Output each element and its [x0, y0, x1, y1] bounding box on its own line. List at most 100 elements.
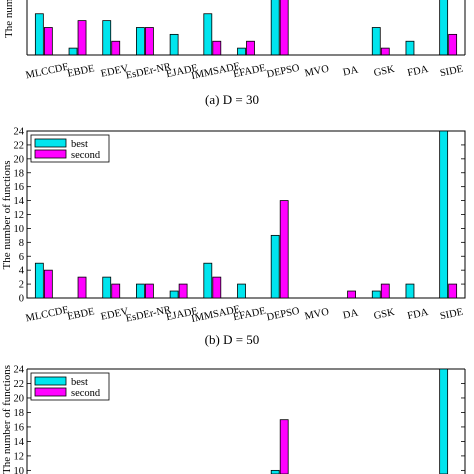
y-tick-label: 12 — [14, 210, 25, 221]
y-tick-label: 16 — [14, 422, 25, 433]
bar-best-depso — [270, 469, 280, 474]
panel-b-legend-second-swatch — [34, 149, 67, 159]
y-tick-label: 0 — [19, 294, 24, 305]
y-tick-label: 10 — [14, 466, 25, 474]
category-label-mlccde: MLCCDE — [25, 62, 70, 82]
panel-c-y-axis-label: The number of functions — [1, 365, 13, 474]
bar-best-side — [439, 130, 449, 299]
panel-c-partial: 10 12 14 16 18 20 22 24 best second The number … — [1, 365, 466, 474]
y-tick-label: 14 — [14, 196, 25, 207]
category-label-fda: FDA — [407, 307, 430, 322]
bar-second-efade — [246, 40, 255, 56]
bar-best-esder-nr — [136, 283, 145, 299]
category-label-depso: DEPSO — [266, 306, 301, 324]
bar-best-ejade — [169, 290, 179, 299]
y-tick-label: 24 — [14, 365, 25, 376]
bar-best-fda — [405, 283, 415, 299]
panel-b-caption: (b) D = 50 — [205, 332, 260, 347]
panel-c-y-ticks: 10 12 14 16 18 20 22 24 — [14, 365, 465, 474]
category-label-da: DA — [342, 308, 360, 322]
category-label-side: SIDE — [439, 64, 464, 80]
y-tick-label: 10 — [14, 224, 25, 235]
bar-best-gsk — [371, 290, 381, 299]
bar-second-ebde — [77, 20, 87, 56]
y-tick-label: 22 — [14, 140, 25, 151]
category-label-depso: DEPSO — [266, 63, 301, 81]
bar-best-immsade — [203, 13, 213, 56]
panel-b-y-axis-label: The number of functions — [1, 160, 13, 269]
bar-best-side — [439, 368, 449, 474]
bar-best-mlccde — [34, 262, 44, 299]
bar-second-immsade — [212, 40, 222, 56]
bar-second-depso — [279, 0, 289, 56]
panel-b-bars — [34, 130, 458, 299]
category-label-da: DA — [342, 65, 360, 79]
bar-second-ejade — [178, 283, 188, 299]
bar-best-depso — [270, 0, 280, 56]
bar-best-ebde — [68, 47, 78, 56]
panel-a-caption: (a) D = 30 — [205, 92, 259, 107]
y-tick-label: 18 — [14, 408, 25, 419]
bar-second-mlccde — [43, 269, 53, 299]
y-tick-label: 6 — [19, 252, 24, 263]
panel-c-legend-best-swatch — [34, 376, 67, 386]
bar-best-mlccde — [34, 13, 44, 56]
bar-best-esder-nr — [136, 27, 145, 56]
bar-best-edev — [102, 276, 112, 299]
category-label-mvo: MVO — [304, 307, 331, 323]
category-label-gsk: GSK — [373, 307, 396, 322]
bar-best-immsade — [203, 262, 213, 299]
panel-c-bars — [270, 368, 449, 474]
y-tick-label: 2 — [19, 280, 24, 291]
category-label-ebde: EBDE — [66, 306, 95, 322]
bar-second-gsk — [380, 47, 390, 56]
bar-second-edev — [111, 40, 121, 56]
bar-best-efade — [237, 47, 246, 56]
bar-best-efade — [237, 283, 246, 299]
panel-b-legend-best-label: best — [71, 139, 88, 150]
bar-second-da — [347, 290, 356, 299]
bar-second-esder-nr — [145, 27, 154, 56]
panel-b-legend: best second — [30, 134, 110, 163]
category-label-gsk: GSK — [373, 64, 396, 79]
bar-best-fda — [405, 40, 415, 56]
bar-best-gsk — [371, 27, 381, 56]
bar-second-ebde — [77, 276, 87, 299]
bar-best-depso — [270, 234, 280, 299]
bar-second-side — [448, 283, 458, 299]
panel-a-y-axis-label: The numbe — [3, 0, 15, 38]
category-label-mlccde: MLCCDE — [25, 305, 70, 325]
bar-second-side — [448, 33, 458, 56]
panel-c-legend-second-label: second — [71, 388, 101, 399]
bar-best-side — [439, 0, 449, 56]
bar-second-depso — [279, 419, 289, 474]
category-label-fda: FDA — [407, 64, 430, 79]
panel-c-legend-second-swatch — [34, 387, 67, 397]
bar-second-depso — [279, 200, 289, 299]
panel-c-legend: best second — [30, 372, 110, 401]
bar-best-edev — [102, 20, 112, 56]
y-tick-label: 22 — [14, 379, 25, 390]
y-tick-label: 12 — [14, 451, 25, 462]
bar-second-mlccde — [43, 27, 53, 56]
bar-second-edev — [111, 283, 121, 299]
y-tick-label: 16 — [14, 182, 25, 193]
bar-second-esder-nr — [145, 283, 154, 299]
y-tick-label: 24 — [14, 127, 25, 138]
y-tick-label: 14 — [14, 437, 25, 448]
panel-a-bars — [34, 0, 458, 56]
bar-best-ejade — [169, 33, 179, 56]
category-label-mvo: MVO — [304, 64, 331, 80]
y-tick-label: 20 — [14, 154, 25, 165]
y-tick-label: 20 — [14, 393, 25, 404]
bar-second-gsk — [380, 283, 390, 299]
panel-b-legend-best-swatch — [34, 138, 67, 148]
bar-second-immsade — [212, 276, 222, 299]
y-tick-label: 4 — [19, 266, 25, 277]
